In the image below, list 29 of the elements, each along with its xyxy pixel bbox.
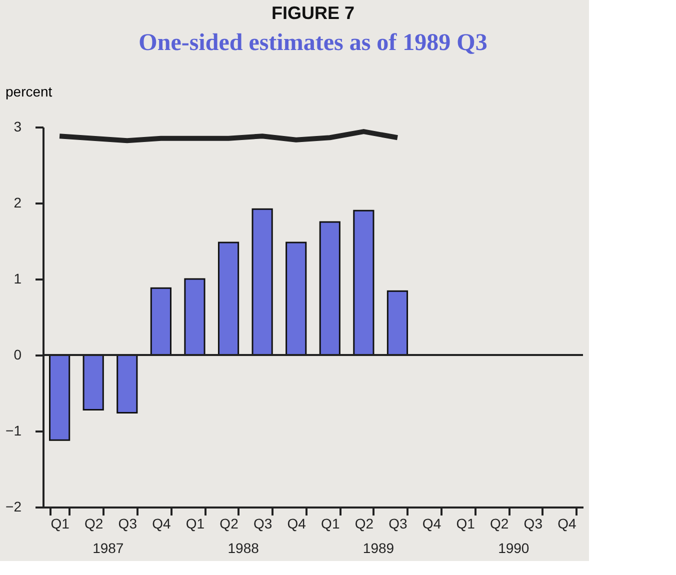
x-tick-label: Q2: [490, 516, 509, 532]
text: 1989: [362, 540, 394, 556]
x-tick-label: Q3: [253, 516, 272, 532]
x-tick-label: Q4: [152, 516, 171, 532]
text: 1987: [92, 540, 124, 556]
y-axis-title: percent: [6, 84, 52, 100]
x-tick-label: Q2: [84, 516, 104, 532]
chart-subtitle: One-sided estimates as of 1989 Q3: [138, 30, 488, 56]
y-tick-label: 1: [14, 270, 22, 286]
x-tick-label: Q3: [118, 516, 138, 532]
x-tick-label: Q4: [287, 516, 306, 532]
y-tick-label: 2: [14, 194, 22, 210]
y-tick-label: −1: [6, 422, 22, 438]
x-tick-label: Q2: [354, 516, 374, 532]
x-tick-label: Q3: [524, 516, 543, 532]
y-tick-label: 0: [14, 346, 22, 362]
x-tick-label: Q1: [456, 516, 476, 532]
x-tick-label: Q4: [422, 516, 442, 532]
text: 1990: [498, 540, 530, 556]
text: 1988: [228, 540, 260, 556]
x-tick-label: Q1: [50, 516, 70, 532]
x-tick-label: Q1: [321, 516, 340, 532]
x-tick-label: Q2: [220, 516, 239, 532]
chart-title: FIGURE 7: [271, 3, 355, 23]
y-tick-label: −2: [6, 498, 22, 514]
x-tick-label: Q1: [186, 516, 205, 532]
y-tick-label: 3: [14, 118, 22, 134]
x-tick-label: Q3: [388, 516, 408, 532]
x-tick-label: Q4: [558, 516, 576, 532]
